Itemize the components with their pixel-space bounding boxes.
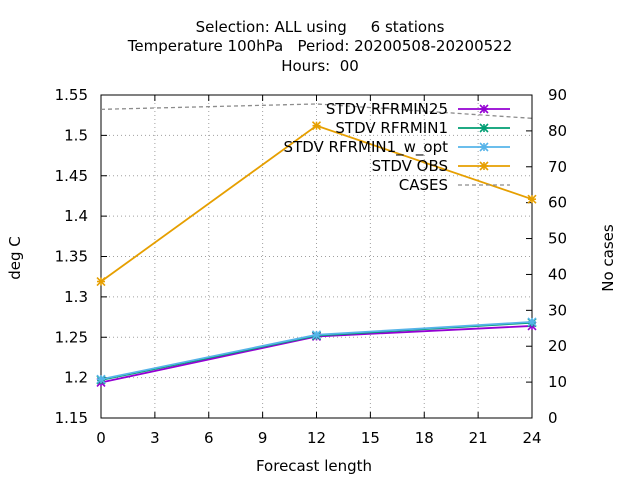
y-tick-label: 1.5 [64, 126, 88, 144]
legend-marker-stdv-rfrmin1 [479, 123, 489, 133]
data-point-stdv-rfrmin1-w-opt [96, 374, 106, 384]
series-line-cases [100, 103, 533, 119]
y2-tick-label: 80 [548, 122, 567, 140]
y2-axis-label: No cases [599, 224, 617, 292]
chart-title-line-2: Temperature 100hPa Period: 20200508-2020… [127, 37, 513, 55]
legend-label-stdv-obs: STDV OBS [372, 157, 448, 175]
data-point-stdv-obs [96, 276, 106, 287]
x-axis-label: Forecast length [256, 457, 372, 475]
chart-title-line-1: Selection: ALL using 6 stations [196, 18, 445, 36]
x-tick-label: 3 [150, 429, 160, 447]
x-tick-label: 15 [361, 429, 380, 447]
data-point-stdv-obs [311, 121, 322, 131]
y2-tick-label: 50 [548, 230, 567, 248]
legend-marker-stdv-obs [479, 161, 489, 171]
legend-label-stdv-rfrmin1: STDV RFRMIN1 [335, 119, 448, 137]
y-tick-label: 1.15 [55, 409, 88, 427]
series [96, 103, 537, 388]
y-tick-label: 1.4 [64, 207, 88, 225]
y2-tick-label: 20 [548, 337, 567, 355]
x-tick-label: 0 [96, 429, 106, 447]
data-point-stdv-rfrmin1-w-opt [311, 330, 322, 340]
legend-marker-stdv-rfrmin1-w-opt [479, 142, 489, 152]
y2-tick-label: 70 [548, 158, 567, 176]
y-tick-label: 1.25 [55, 328, 88, 346]
y2-tick-label: 40 [548, 265, 567, 283]
x-tick-label: 6 [204, 429, 214, 447]
x-tick-label: 24 [522, 429, 541, 447]
legend-label-stdv-rfrmin25: STDV RFRMIN25 [326, 100, 448, 118]
chart-title-line-3: Hours: 00 [281, 57, 359, 75]
y-tick-label: 1.55 [55, 86, 88, 104]
y2-tick-label: 90 [548, 86, 567, 104]
y2-tick-label: 60 [548, 194, 567, 212]
y2-tick-label: 10 [548, 373, 567, 391]
x-tick-label: 9 [258, 429, 268, 447]
y2-tick-label: 30 [548, 301, 567, 319]
data-point-stdv-rfrmin1-w-opt [527, 317, 537, 327]
legend-marker-stdv-rfrmin25 [479, 104, 489, 114]
legend-label-cases: CASES [399, 176, 448, 194]
y2-tick-label: 0 [548, 409, 558, 427]
y-tick-label: 1.2 [64, 369, 88, 387]
x-tick-label: 12 [307, 429, 326, 447]
series-line-stdv-rfrmin1-w-opt [100, 321, 533, 381]
y-tick-label: 1.3 [64, 288, 88, 306]
data-point-stdv-obs [527, 194, 537, 204]
y-tick-label: 1.35 [55, 248, 88, 266]
legend-label-stdv-rfrmin1-w-opt: STDV RFRMIN1_w_opt [284, 138, 449, 157]
y-tick-label: 1.45 [55, 167, 88, 185]
axes: 0 3 6 9 12 15 18 21 24 1.15 1.2 1.25 1.3 1.35 1.4 1.45 1… [55, 86, 568, 447]
y-axis-label: deg C [6, 236, 24, 280]
x-tick-label: 18 [415, 429, 434, 447]
x-tick-label: 21 [469, 429, 488, 447]
